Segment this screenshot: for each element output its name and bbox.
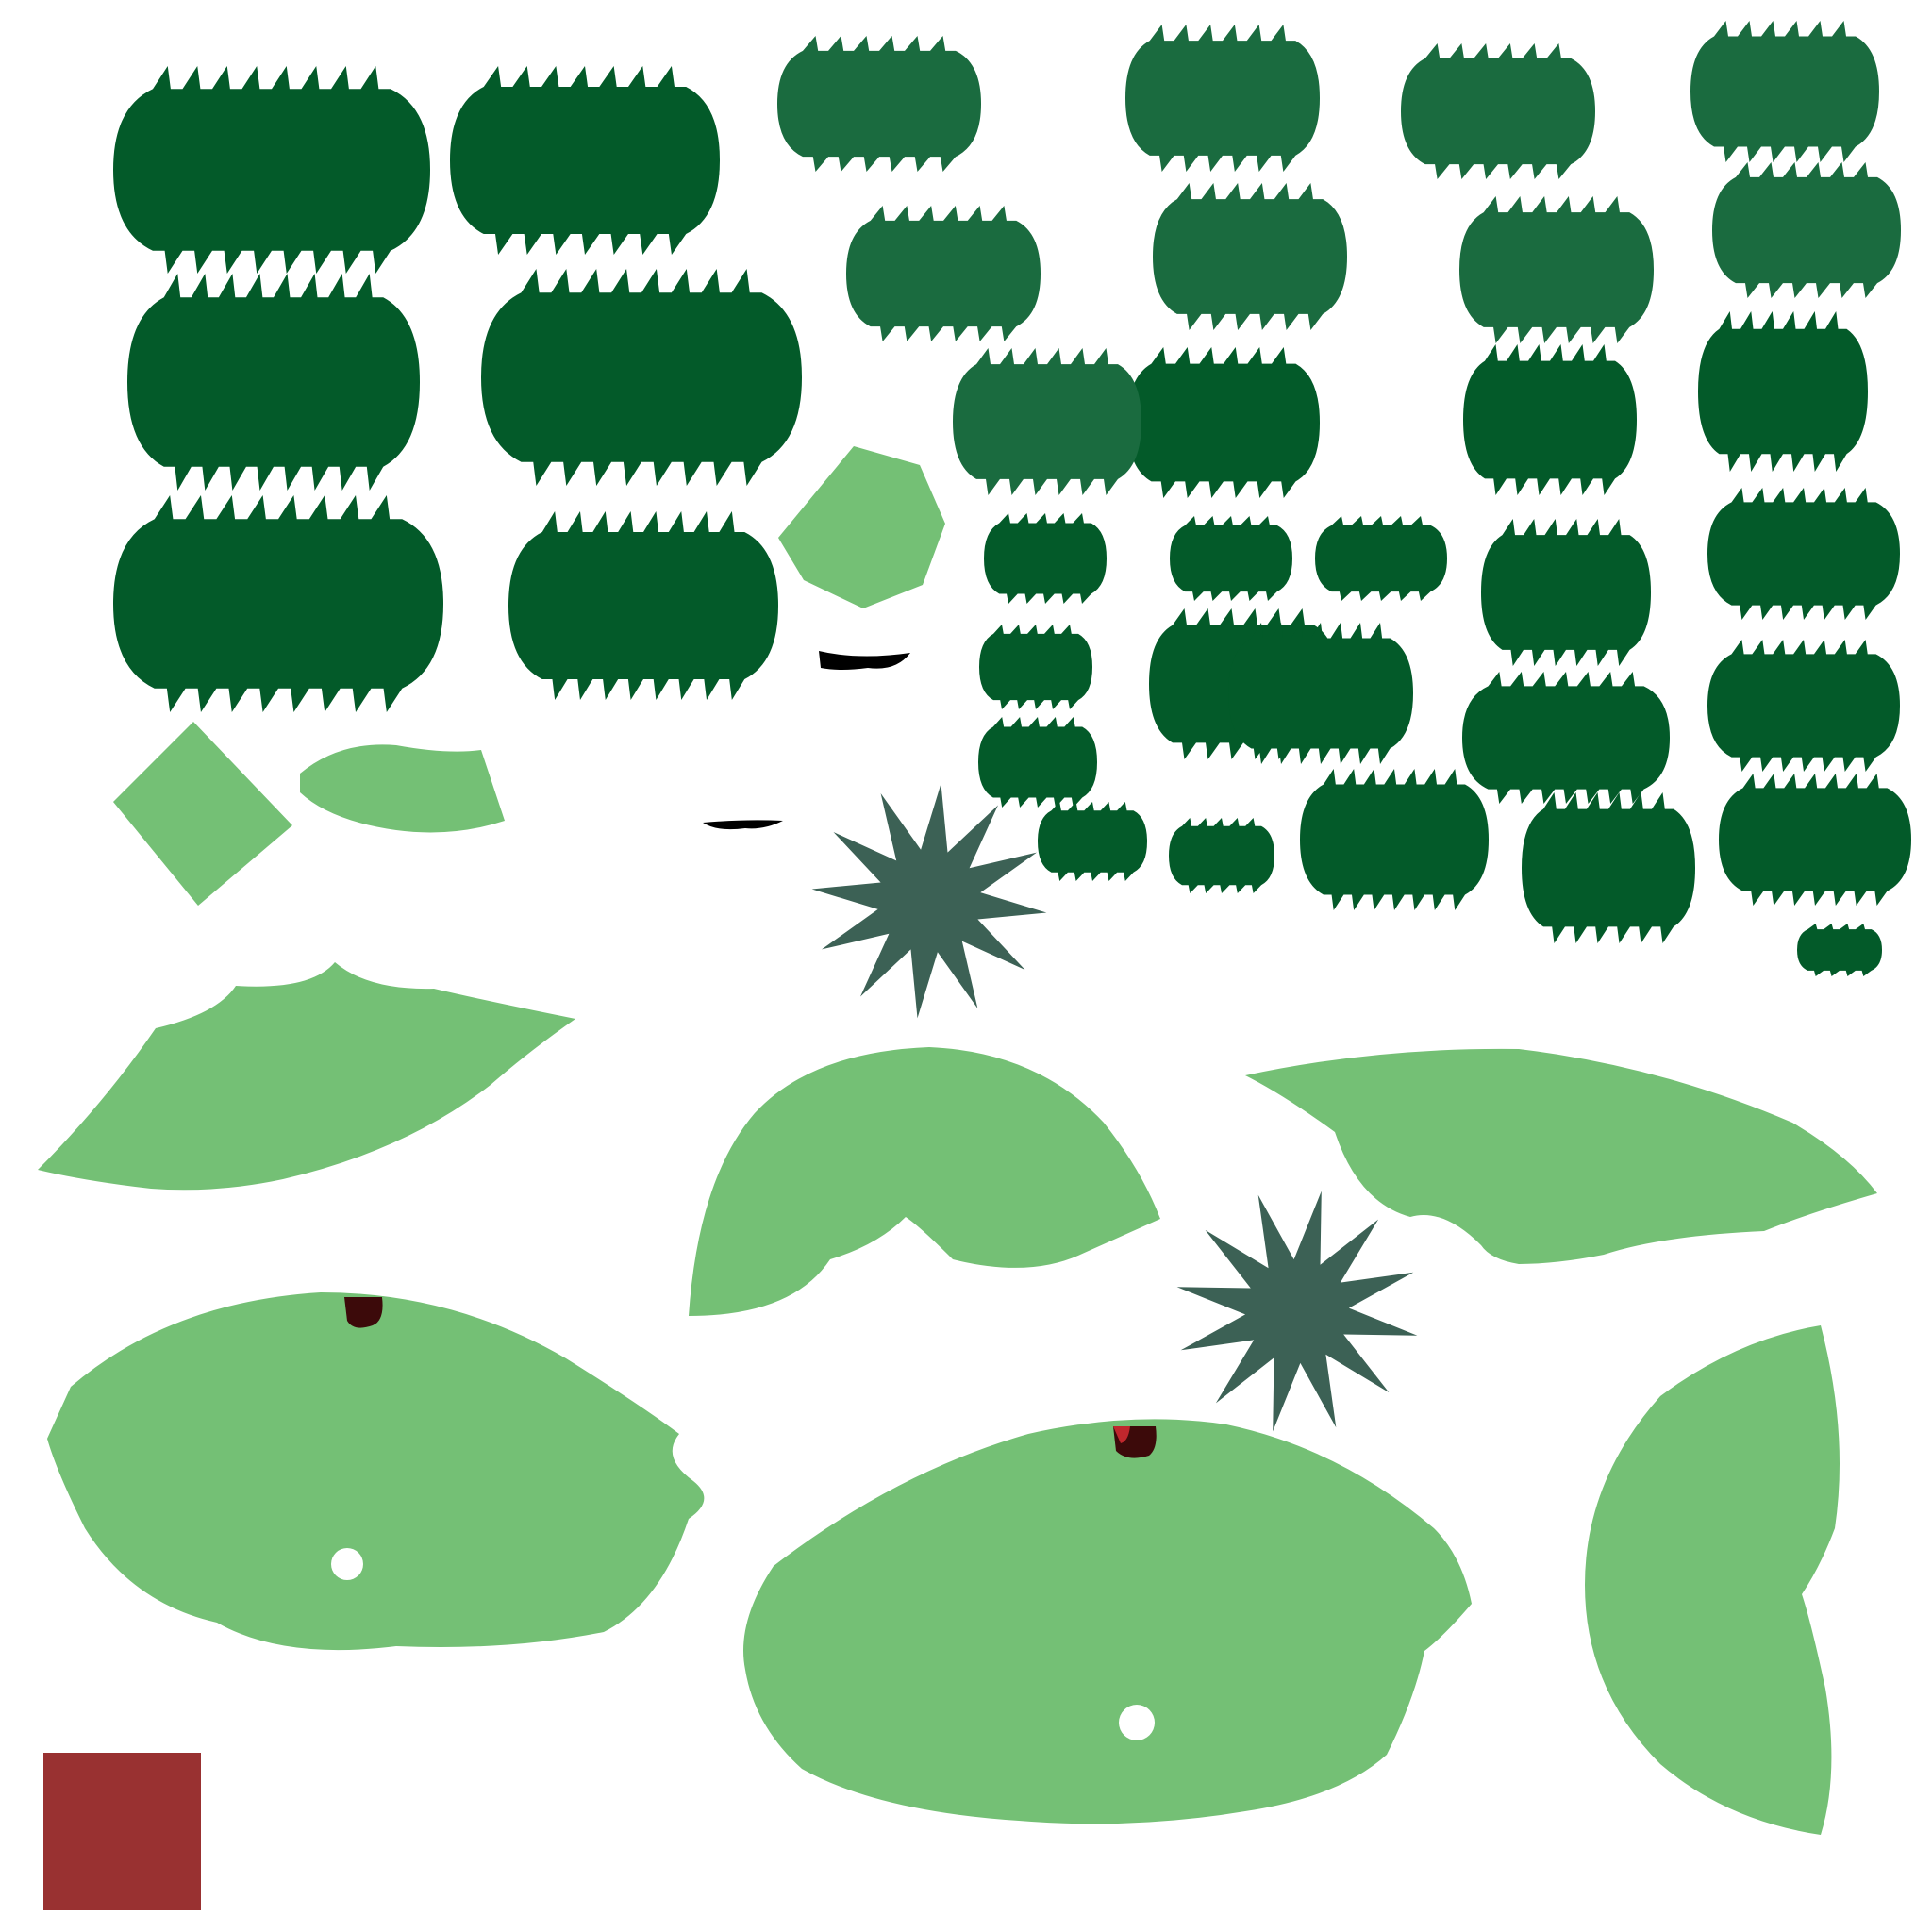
black-stroke <box>703 820 783 830</box>
mid-leaf-cluster <box>1401 43 1595 179</box>
dark-leaf-cluster-group <box>113 66 1911 976</box>
star-shadow-group <box>811 783 1418 1432</box>
dark-leaf-cluster <box>1228 623 1413 764</box>
mid-leaf-cluster <box>1712 162 1901 298</box>
dark-leaf-cluster <box>984 513 1107 604</box>
mid-leaf-cluster <box>1125 25 1320 172</box>
berry-dark <box>344 1297 383 1328</box>
dark-leaf-cluster <box>113 495 443 712</box>
dark-leaf-cluster <box>508 511 778 700</box>
light-leaf-shape-group <box>38 446 1877 1835</box>
mid-leaf-cluster <box>1459 196 1654 343</box>
mid-leaf-cluster <box>953 348 1141 495</box>
dark-leaf-cluster <box>1169 818 1274 893</box>
dark-leaf-cluster <box>978 717 1097 808</box>
light-leaf-shape <box>38 962 575 1191</box>
light-leaf-shape <box>113 722 292 906</box>
light-leaf-shape <box>778 446 945 608</box>
dark-leaf-cluster <box>1707 640 1900 772</box>
star-shadow-shape <box>811 783 1047 1019</box>
dark-leaf-cluster <box>1462 672 1670 804</box>
dark-leaf-cluster <box>1481 519 1651 666</box>
mid-leaf-cluster-group <box>777 21 1901 495</box>
dark-leaf-cluster <box>127 274 420 491</box>
dark-leaf-cluster <box>979 625 1092 709</box>
dark-leaf-cluster <box>1463 344 1637 495</box>
dark-leaf-cluster <box>113 66 430 274</box>
star-shadow-shape <box>1176 1191 1418 1432</box>
dark-leaf-cluster <box>1315 516 1447 601</box>
berry-red <box>1113 1426 1130 1443</box>
dark-leaf-cluster <box>1127 347 1320 498</box>
dark-leaf-cluster <box>1707 488 1900 620</box>
dark-leaf-cluster <box>1170 516 1292 601</box>
mid-leaf-cluster <box>1153 183 1347 330</box>
black-stroke <box>819 651 910 670</box>
red-swatch <box>43 1753 201 1910</box>
dark-leaf-cluster <box>1038 802 1147 881</box>
dark-leaf-cluster <box>1300 769 1489 910</box>
mid-leaf-cluster <box>1690 21 1879 162</box>
light-leaf-shape <box>47 1292 705 1651</box>
dark-leaf-cluster <box>481 269 802 486</box>
light-leaf-shape <box>1585 1325 1840 1835</box>
mid-leaf-cluster <box>846 206 1041 341</box>
dark-leaf-cluster <box>1698 311 1868 472</box>
light-leaf-shape <box>743 1419 1472 1824</box>
dark-leaf-cluster <box>1719 774 1911 906</box>
dark-leaf-cluster <box>1797 924 1882 976</box>
light-leaf-shape <box>300 744 505 833</box>
light-leaf-shape <box>1245 1048 1877 1264</box>
leaf-hole <box>1119 1705 1155 1740</box>
dark-leaf-cluster <box>1522 792 1695 943</box>
leaf-hole <box>331 1548 363 1580</box>
dark-leaf-cluster <box>450 66 720 255</box>
misc-shape-group <box>43 651 1157 1910</box>
light-leaf-shape <box>689 1047 1160 1316</box>
mid-leaf-cluster <box>777 36 981 172</box>
